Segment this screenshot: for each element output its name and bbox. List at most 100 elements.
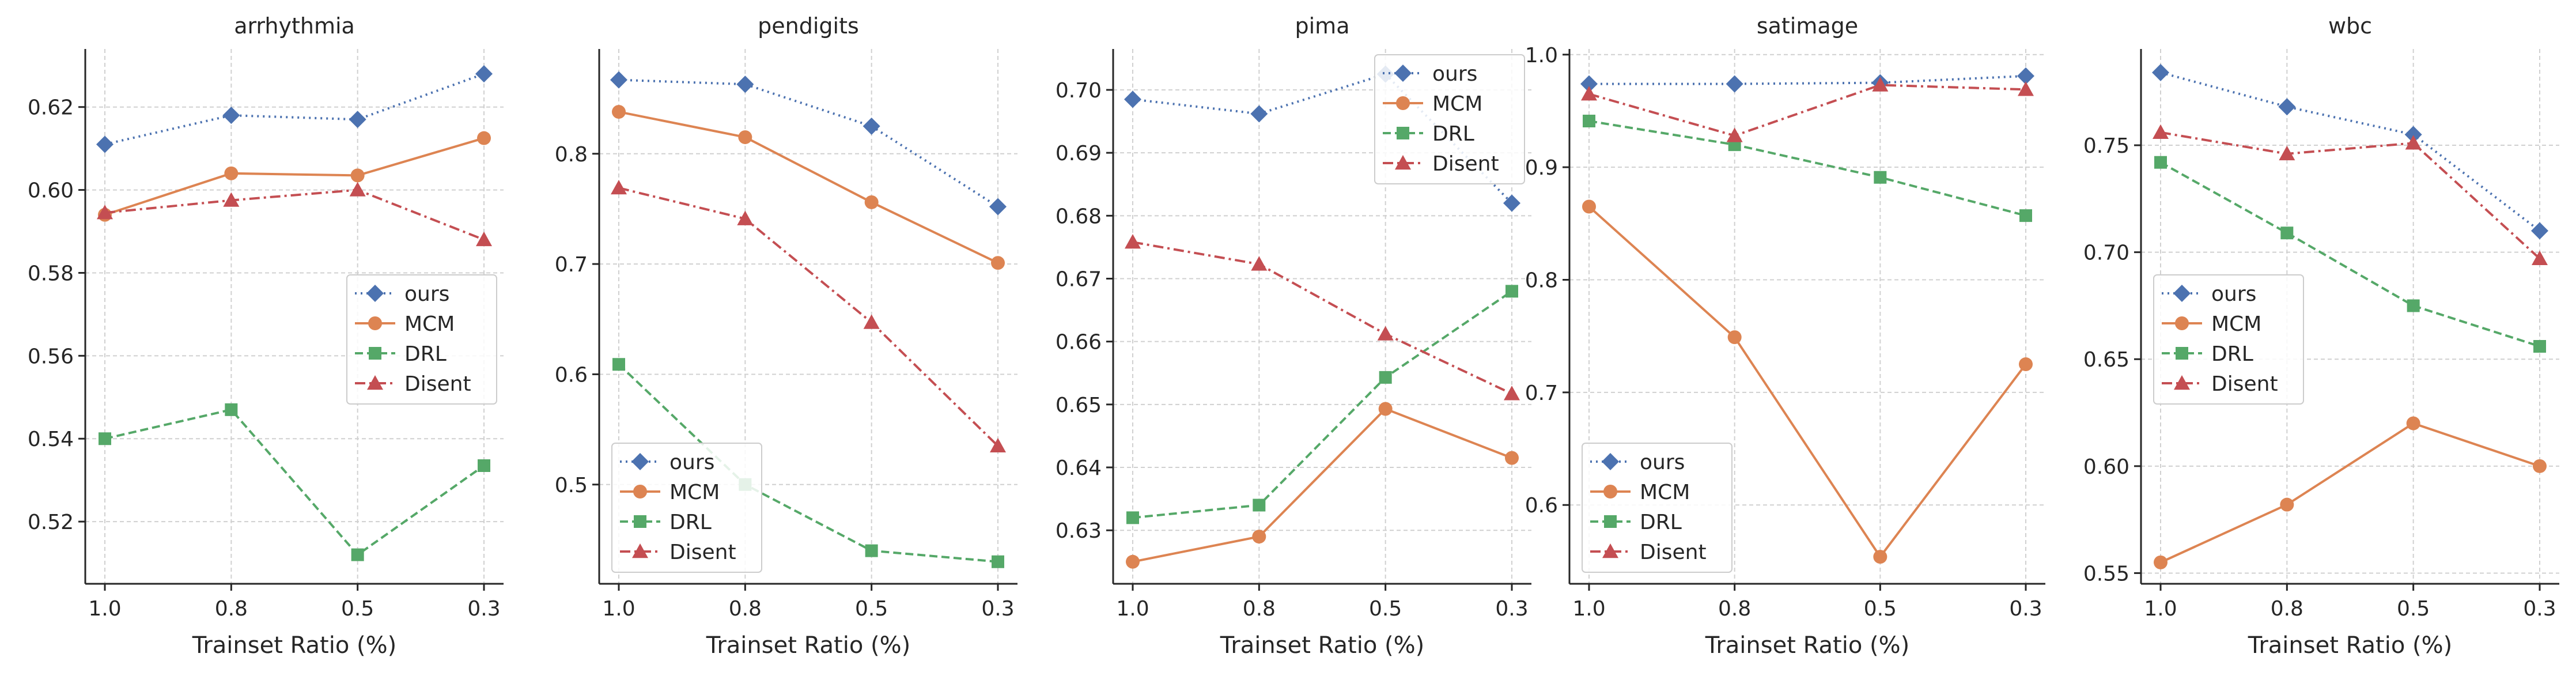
data-point [736, 75, 754, 93]
y-tick-label: 0.75 [2083, 134, 2129, 158]
x-tick-label: 0.5 [2397, 597, 2430, 621]
series-line [2160, 161, 2540, 348]
data-point [1505, 451, 1519, 465]
x-axis-label: Trainset Ratio (%) [192, 632, 396, 659]
data-point [611, 180, 627, 195]
data-point [2405, 135, 2422, 150]
data-point [865, 544, 878, 557]
chart-panel-arrhythmia: 0.52 0.54 0.56 0.58 0.60 0.62 1.0 0.8 0.5 0.3 arrh… [28, 13, 504, 659]
series-line [618, 363, 998, 563]
y-tick-label: 0.54 [28, 428, 74, 451]
legend-marker [631, 453, 649, 470]
legend-marker [2176, 347, 2188, 360]
legend-marker [632, 543, 648, 558]
legend-label: DRL [1432, 122, 1474, 146]
legend-marker [634, 515, 646, 528]
data-point [222, 107, 240, 124]
data-point [1504, 386, 1520, 401]
y-tick-label: 0.65 [2083, 348, 2129, 372]
y-tick-label: 0.63 [1056, 519, 1102, 543]
y-tick-label: 0.58 [28, 262, 74, 285]
series-line [1132, 290, 1513, 519]
x-tick-label: 0.3 [2009, 597, 2042, 621]
legend-label: ours [1640, 451, 1685, 474]
legend: ours MCM DRL Disent [2153, 274, 2304, 405]
data-point [863, 314, 880, 329]
series-MCM [612, 105, 1005, 270]
data-point [1378, 402, 1393, 416]
y-tick-label: 0.5 [555, 474, 588, 497]
x-tick-label: 1.0 [2144, 597, 2177, 621]
series-line [2160, 131, 2541, 260]
data-point [2404, 126, 2422, 143]
x-axis-label: Trainset Ratio (%) [706, 632, 910, 659]
data-point [350, 168, 365, 183]
data-point [612, 358, 625, 371]
data-point [1583, 115, 1595, 128]
data-point [99, 432, 111, 445]
x-tick-label: 1.0 [1116, 597, 1149, 621]
series-line [618, 111, 998, 265]
x-tick-label: 0.8 [2271, 597, 2303, 621]
series-line [1589, 74, 2026, 85]
chart-panel-pendigits: 0.5 0.6 0.7 0.8 1.0 0.8 0.5 0.3 pendigits Trainse… [555, 13, 1017, 659]
x-tick-label: 0.5 [1369, 597, 1402, 621]
data-point [1126, 554, 1140, 569]
y-tick-label: 0.70 [1056, 79, 1102, 103]
chart-title: arrhythmia [234, 13, 355, 39]
series-ours [1580, 67, 2034, 93]
x-tick-label: 1.0 [602, 597, 635, 621]
data-point [2279, 145, 2295, 161]
legend-marker [1603, 485, 1617, 498]
legend-marker [368, 316, 382, 330]
data-point [737, 210, 754, 225]
y-tick-label: 0.7 [555, 253, 588, 277]
series-MCM [1582, 199, 2033, 564]
data-point [349, 111, 366, 129]
legend-marker [1602, 543, 1618, 558]
x-axis-label: Trainset Ratio (%) [1220, 632, 1424, 659]
data-point [2533, 459, 2547, 473]
legend-marker [1395, 155, 1411, 170]
series-line [104, 73, 485, 146]
y-tick-label: 0.65 [1056, 394, 1102, 417]
data-point [610, 71, 627, 89]
data-point [2154, 156, 2167, 169]
data-point [351, 548, 364, 561]
data-point [1727, 330, 1742, 345]
data-point [1726, 127, 1743, 142]
data-point [738, 130, 752, 145]
y-tick-label: 0.67 [1056, 267, 1102, 291]
legend-label: DRL [2211, 342, 2253, 366]
y-tick-label: 0.52 [28, 511, 74, 534]
legend-marker [633, 485, 647, 498]
data-point [863, 117, 880, 135]
data-point [475, 65, 493, 83]
legend-label: DRL [1640, 511, 1682, 534]
legend-label: Disent [1432, 152, 1499, 176]
data-point [2278, 98, 2296, 116]
x-tick-label: 0.3 [2523, 597, 2556, 621]
data-point [1377, 326, 1394, 341]
y-tick-label: 0.60 [2083, 455, 2129, 479]
y-tick-label: 0.6 [1525, 494, 1558, 518]
legend-box [1374, 54, 1525, 184]
series-DRL [1126, 285, 1518, 524]
series-ours [610, 71, 1007, 216]
legend-label: ours [404, 282, 449, 306]
x-axis-label: Trainset Ratio (%) [1705, 632, 1909, 659]
series-Disent [1581, 77, 2034, 142]
data-point [1872, 77, 1889, 92]
y-tick-label: 0.66 [1056, 331, 1102, 354]
legend-label: ours [669, 451, 714, 474]
legend-label: MCM [404, 312, 455, 336]
x-tick-label: 0.8 [1718, 597, 1751, 621]
chart-panel-pima: 0.63 0.64 0.65 0.66 0.67 0.68 0.69 0.70 1.0 0.8 0.… [1056, 13, 1531, 659]
data-point [2018, 81, 2034, 96]
series-line [104, 408, 485, 557]
y-tick-label: 0.62 [28, 96, 74, 120]
x-tick-label: 0.5 [855, 597, 888, 621]
y-tick-label: 0.8 [1525, 269, 1558, 293]
legend-label: ours [2211, 282, 2256, 306]
data-point [2153, 124, 2169, 139]
